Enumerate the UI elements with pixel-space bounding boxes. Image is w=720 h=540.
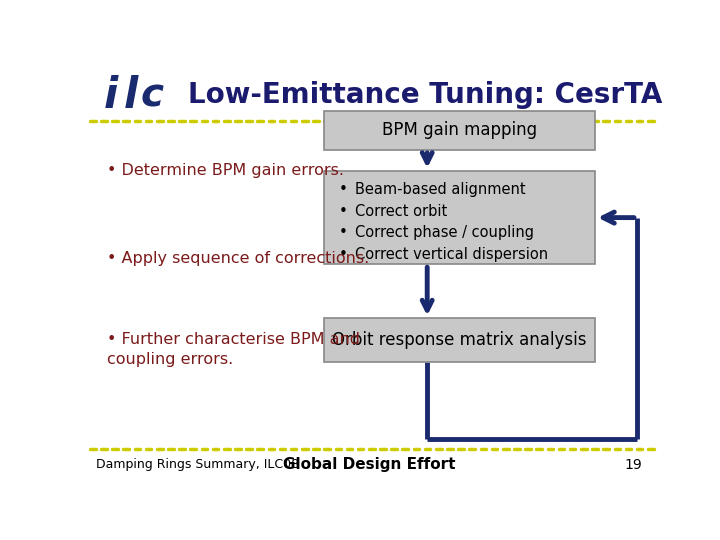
Text: •: • [338, 182, 347, 197]
Text: Global Design Effort: Global Design Effort [283, 457, 455, 472]
Text: 19: 19 [625, 458, 642, 472]
Text: • Determine BPM gain errors.: • Determine BPM gain errors. [107, 163, 343, 178]
Text: Damping Rings Summary, ILC08: Damping Rings Summary, ILC08 [96, 458, 299, 471]
Text: i: i [104, 75, 118, 117]
Text: • Further characterise BPM and
coupling errors.: • Further characterise BPM and coupling … [107, 332, 360, 367]
Text: Correct orbit: Correct orbit [355, 204, 447, 219]
Text: •: • [338, 204, 347, 219]
FancyBboxPatch shape [324, 319, 595, 362]
Text: •: • [338, 225, 347, 240]
Text: l: l [124, 75, 138, 117]
Text: Correct phase / coupling: Correct phase / coupling [355, 225, 534, 240]
FancyBboxPatch shape [324, 111, 595, 150]
Text: c: c [140, 77, 163, 115]
Text: • Apply sequence of corrections.: • Apply sequence of corrections. [107, 251, 369, 266]
Text: Low-Emittance Tuning: CesrTA: Low-Emittance Tuning: CesrTA [188, 81, 662, 109]
Text: Correct vertical dispersion: Correct vertical dispersion [355, 247, 548, 262]
Text: BPM gain mapping: BPM gain mapping [382, 122, 537, 139]
Text: Beam-based alignment: Beam-based alignment [355, 182, 526, 197]
FancyBboxPatch shape [324, 171, 595, 265]
Text: Orbit response matrix analysis: Orbit response matrix analysis [333, 331, 587, 349]
Text: •: • [338, 247, 347, 262]
